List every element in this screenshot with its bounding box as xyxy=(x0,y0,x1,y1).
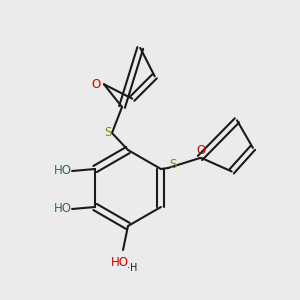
Text: HO: HO xyxy=(54,202,72,215)
Text: HO: HO xyxy=(54,164,72,178)
Text: S: S xyxy=(169,158,177,172)
Text: O: O xyxy=(91,78,101,91)
Text: ·H: ·H xyxy=(127,263,137,273)
Text: S: S xyxy=(104,125,112,139)
Text: HO: HO xyxy=(111,256,129,269)
Text: O: O xyxy=(196,144,205,157)
